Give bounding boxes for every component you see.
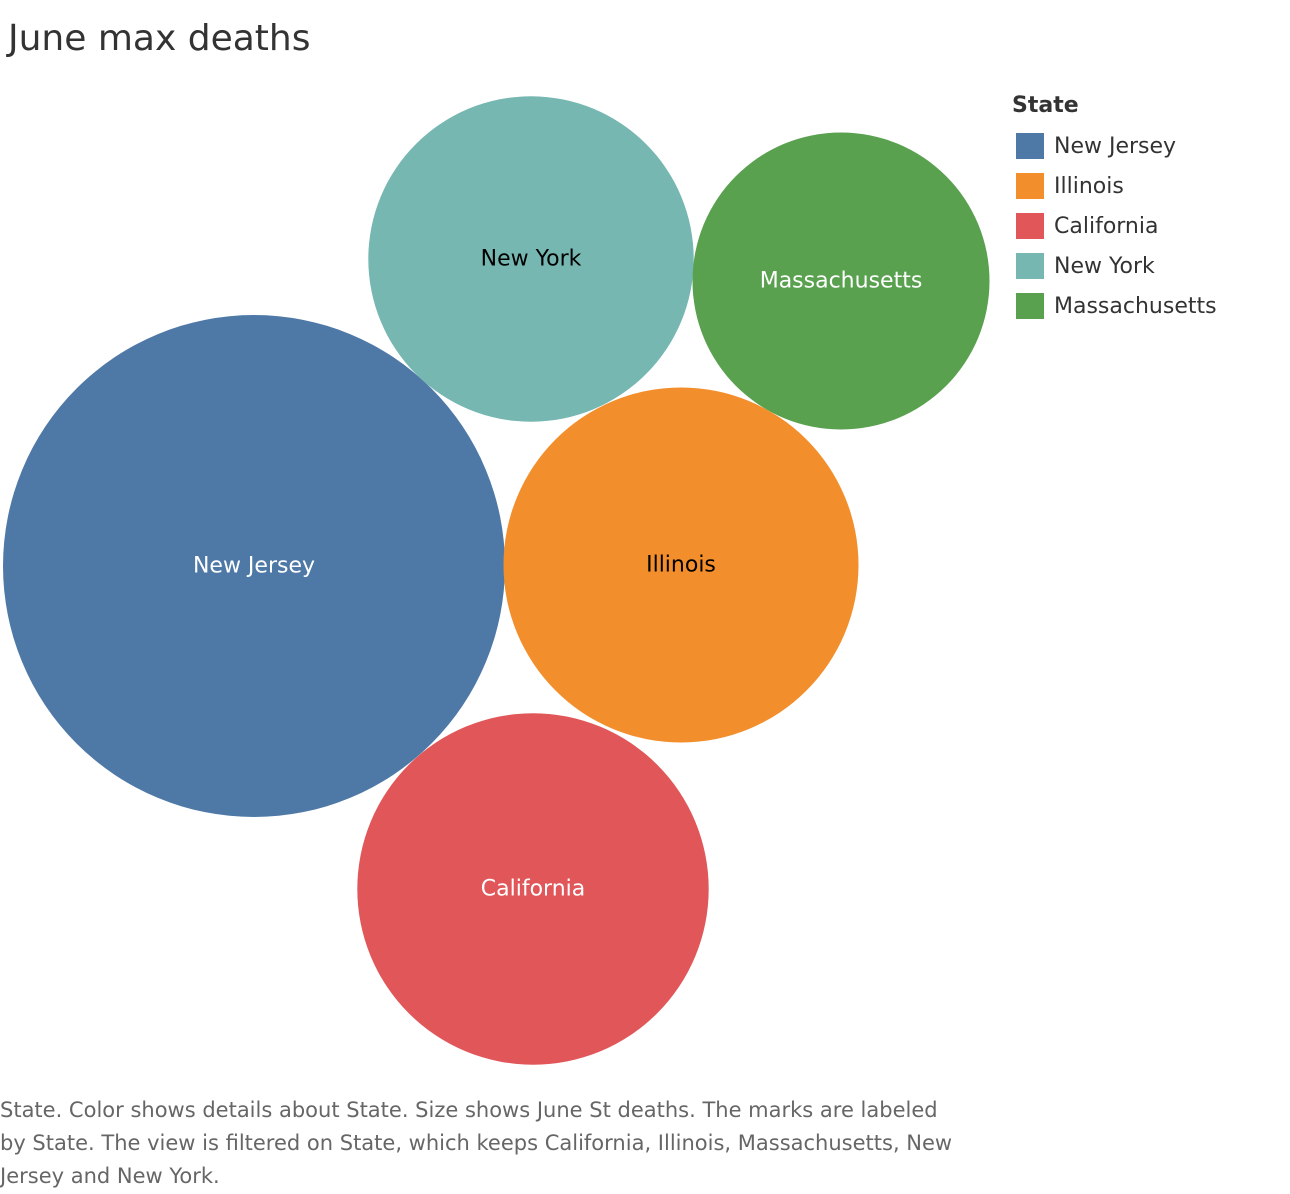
legend-swatch (1016, 173, 1044, 199)
legend-item-illinois[interactable]: Illinois (1012, 166, 1217, 206)
legend-item-california[interactable]: California (1012, 206, 1217, 246)
legend-swatch (1016, 213, 1044, 239)
legend-item-massachusetts[interactable]: Massachusetts (1012, 286, 1217, 326)
bubble-label-massachusetts: Massachusetts (760, 269, 923, 294)
bubble-illinois[interactable] (503, 387, 859, 743)
bubble-label-illinois: Illinois (646, 553, 716, 578)
legend-swatch (1016, 253, 1044, 279)
legend-swatch (1016, 133, 1044, 159)
bubble-chart: New Jersey Illinois California New York Mass… (3, 96, 990, 1065)
legend-title: State (1012, 93, 1079, 118)
bubble-new-jersey[interactable] (3, 315, 505, 817)
bubble-new-york[interactable] (368, 96, 694, 422)
chart-caption: State. Color shows details about State. … (0, 1098, 953, 1188)
legend: State New Jersey Illinois California New… (1012, 93, 1217, 326)
legend-swatch (1016, 293, 1044, 319)
legend-label: Massachusetts (1054, 293, 1217, 319)
bubble-label-new-york: New York (481, 247, 582, 272)
bubble-label-california: California (481, 877, 585, 902)
legend-label: New York (1054, 253, 1155, 279)
legend-item-new-york[interactable]: New York (1012, 246, 1217, 286)
bubble-massachusetts[interactable] (692, 132, 990, 430)
legend-label: Illinois (1054, 173, 1124, 199)
legend-item-new-jersey[interactable]: New Jersey (1012, 126, 1217, 166)
legend-label: New Jersey (1054, 133, 1177, 159)
bubble-california[interactable] (357, 713, 709, 1065)
bubble-label-new-jersey: New Jersey (193, 554, 315, 579)
chart-title: June max deaths (8, 18, 311, 59)
legend-label: California (1054, 213, 1159, 239)
